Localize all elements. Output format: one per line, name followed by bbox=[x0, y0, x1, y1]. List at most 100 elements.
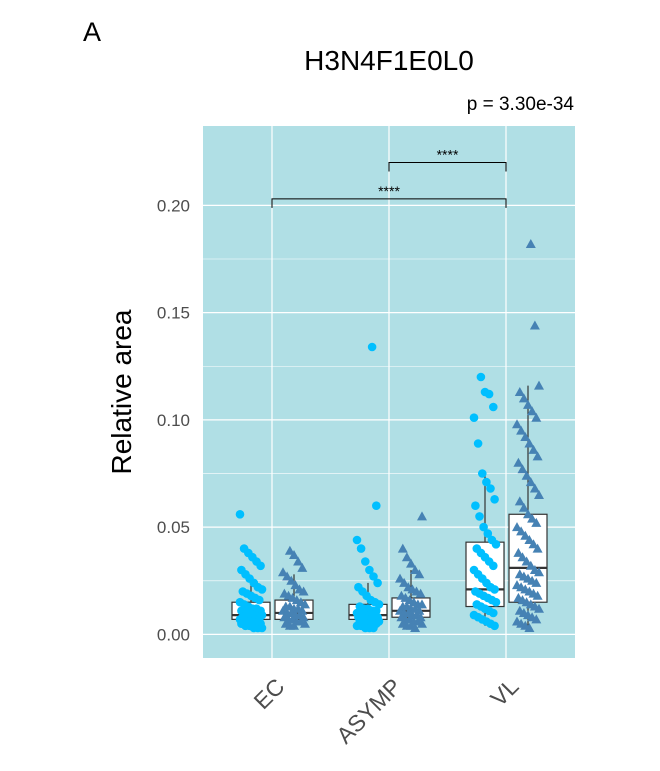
data-point bbox=[300, 599, 310, 609]
data-point bbox=[254, 595, 264, 605]
data-point bbox=[361, 557, 370, 566]
data-point bbox=[520, 432, 531, 441]
data-point bbox=[491, 540, 501, 549]
y-tick-label: 0.10 bbox=[157, 411, 190, 430]
data-point bbox=[527, 513, 538, 523]
panel-label: A bbox=[83, 17, 101, 47]
data-point bbox=[476, 372, 486, 382]
data-point bbox=[410, 565, 421, 574]
p-value-subtitle: p = 3.30e-34 bbox=[467, 94, 575, 115]
data-point bbox=[512, 419, 522, 429]
data-point bbox=[290, 580, 301, 590]
data-point bbox=[529, 483, 540, 493]
data-point bbox=[235, 510, 245, 519]
data-point bbox=[414, 569, 425, 579]
y-tick-label: 0.15 bbox=[157, 304, 190, 323]
data-point bbox=[417, 618, 427, 628]
data-point bbox=[521, 556, 532, 566]
significance-label: **** bbox=[378, 183, 400, 199]
data-point bbox=[471, 501, 480, 511]
data-point bbox=[372, 501, 381, 511]
significance-label: **** bbox=[437, 146, 459, 162]
data-point bbox=[489, 402, 498, 412]
data-point bbox=[406, 558, 416, 568]
data-point bbox=[524, 535, 535, 544]
data-point bbox=[278, 567, 288, 577]
data-point bbox=[516, 425, 527, 435]
data-points bbox=[235, 239, 544, 633]
data-point bbox=[293, 556, 304, 566]
data-point bbox=[297, 562, 308, 572]
data-point bbox=[534, 490, 544, 499]
data-point bbox=[521, 470, 532, 480]
data-point bbox=[473, 439, 483, 448]
data-point bbox=[531, 614, 542, 624]
data-point bbox=[397, 543, 408, 553]
data-point bbox=[531, 577, 542, 587]
data-point bbox=[282, 571, 293, 581]
data-point bbox=[410, 623, 421, 632]
x-tick-label: VL bbox=[485, 673, 523, 711]
data-point bbox=[373, 578, 382, 588]
data-point bbox=[520, 530, 531, 540]
data-point bbox=[469, 413, 479, 423]
data-point bbox=[365, 565, 374, 575]
data-point bbox=[524, 438, 535, 448]
data-point bbox=[523, 399, 533, 409]
data-point bbox=[356, 544, 366, 553]
data-point bbox=[369, 572, 378, 581]
data-point bbox=[482, 477, 491, 487]
data-point bbox=[531, 517, 542, 527]
data-point bbox=[352, 535, 362, 545]
x-tick-label: ASYMP bbox=[331, 673, 406, 748]
comparison-bracket bbox=[388, 161, 507, 172]
data-point bbox=[256, 561, 265, 571]
data-point bbox=[417, 599, 427, 609]
significance-brackets: **** **** bbox=[271, 146, 507, 208]
data-point bbox=[401, 552, 412, 562]
data-point bbox=[478, 469, 487, 478]
data-point bbox=[479, 522, 488, 532]
data-point bbox=[532, 451, 543, 461]
data-point bbox=[395, 573, 405, 583]
data-point bbox=[512, 522, 522, 532]
data-point bbox=[417, 511, 427, 521]
data-point bbox=[513, 457, 524, 467]
data-point bbox=[489, 608, 498, 618]
data-point bbox=[490, 495, 499, 504]
data-point bbox=[529, 320, 540, 330]
y-axis-title: Relative area bbox=[106, 309, 137, 474]
data-point bbox=[518, 393, 529, 403]
data-point bbox=[534, 603, 544, 613]
data-point bbox=[531, 412, 542, 422]
data-point bbox=[367, 342, 377, 352]
y-tick-label: 0.20 bbox=[157, 196, 190, 215]
data-point bbox=[516, 526, 527, 536]
data-point bbox=[490, 621, 499, 631]
y-tick-label: 0.00 bbox=[157, 625, 190, 644]
chart-title: H3N4F1E0L0 bbox=[304, 45, 474, 76]
data-point bbox=[490, 585, 499, 594]
data-point bbox=[399, 577, 410, 587]
data-point bbox=[475, 512, 484, 521]
data-point bbox=[517, 464, 528, 474]
grid bbox=[203, 126, 575, 658]
data-point bbox=[483, 529, 493, 538]
data-point bbox=[286, 575, 297, 585]
data-point bbox=[534, 380, 544, 390]
comparison-bracket bbox=[271, 198, 507, 208]
data-point bbox=[491, 597, 501, 607]
y-axis-ticks: 0.00 0.05 0.10 0.15 0.20 bbox=[157, 196, 190, 644]
data-point bbox=[257, 585, 267, 594]
data-point bbox=[534, 567, 544, 577]
data-point bbox=[532, 590, 543, 600]
data-point bbox=[289, 620, 299, 630]
x-axis-ticks: EC ASYMP VL bbox=[249, 673, 524, 748]
data-point bbox=[525, 239, 536, 248]
data-point bbox=[486, 484, 495, 493]
data-point bbox=[514, 387, 525, 396]
data-point bbox=[257, 623, 267, 633]
data-point bbox=[300, 618, 310, 628]
x-tick-label: EC bbox=[249, 673, 290, 714]
